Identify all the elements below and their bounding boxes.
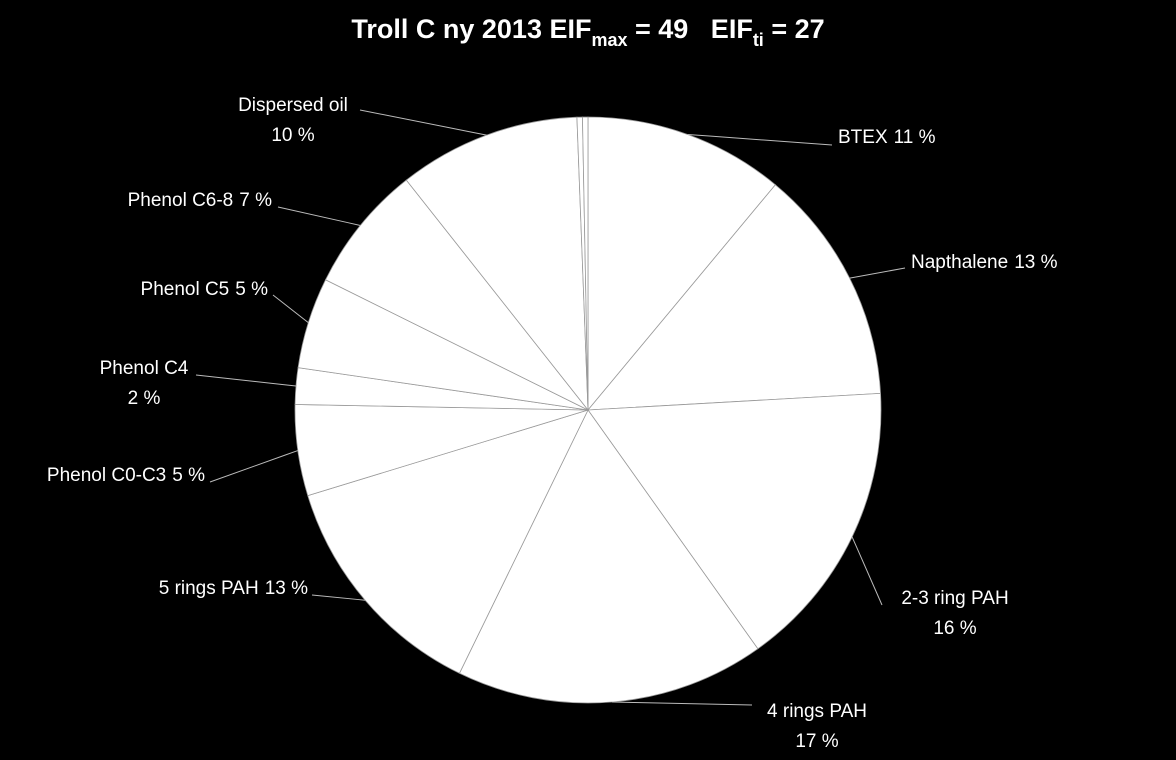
category-label: Napthalene	[911, 252, 1008, 273]
value-label: 7 %	[239, 190, 272, 211]
value-label: 5 %	[172, 465, 205, 486]
title-part: = 49 EIF	[628, 14, 753, 44]
category-label: Phenol C5	[141, 279, 230, 300]
data-label: 2-3 ring PAH 16 %	[901, 588, 1008, 639]
data-label: Phenol C5 5 %	[141, 279, 269, 300]
value-label: 2 %	[128, 388, 161, 409]
leader-line	[359, 109, 487, 136]
value-label: 13 %	[1014, 252, 1057, 273]
category-label: Phenol C0-C3	[47, 465, 166, 486]
pie-slice	[587, 116, 776, 412]
category-label: 5 rings PAH	[159, 578, 259, 599]
value-label: 11 %	[894, 127, 936, 148]
value-label: 13 %	[265, 578, 308, 599]
leader-line	[272, 294, 309, 324]
data-label: Phenol C4 2 %	[100, 358, 189, 409]
category-label: Phenol C6-8	[128, 190, 234, 211]
leader-line	[687, 133, 833, 146]
pie-slice	[324, 179, 589, 411]
pie-slice	[458, 409, 759, 704]
data-label: Phenol C0-C3 5 %	[47, 465, 205, 486]
value-label: 5 %	[235, 279, 268, 300]
data-label: BTEX 11 %	[838, 127, 936, 148]
title-subscript: ti	[753, 30, 764, 50]
data-label: Phenol C6-8 7 %	[128, 190, 272, 211]
category-label: Phenol C4	[100, 358, 189, 379]
pie-slice	[307, 409, 589, 674]
chart-title: Troll C ny 2013 EIFmax = 49 EIFti = 27	[351, 14, 824, 50]
value-label: 17 %	[795, 731, 838, 752]
pie-slice	[587, 392, 882, 650]
leader-line	[611, 701, 753, 706]
category-label: BTEX	[838, 127, 888, 148]
leader-line	[277, 206, 361, 226]
title-part: Troll C ny 2013 EIF	[351, 14, 591, 44]
pie-slice	[587, 184, 881, 411]
category-label: 2-3 ring PAH	[901, 588, 1008, 609]
data-label: Dispersed oil 10 %	[238, 95, 348, 146]
pie-slice	[582, 116, 589, 411]
title-subscript: max	[591, 30, 627, 50]
title-part: = 27	[764, 14, 825, 44]
leader-line	[209, 450, 298, 483]
category-label: Dispersed oil	[238, 95, 348, 116]
value-label: 16 %	[933, 618, 976, 639]
value-label: 10 %	[271, 125, 314, 146]
leader-line	[195, 374, 297, 387]
data-label: 5 rings PAH 13 %	[159, 578, 308, 599]
data-label: 4 rings PAH 17 %	[767, 701, 867, 752]
leader-line	[851, 536, 883, 606]
category-label: 4 rings PAH	[767, 701, 867, 722]
leader-line	[311, 594, 366, 601]
leader-line	[849, 267, 906, 279]
data-label: Napthalene 13 %	[911, 252, 1058, 273]
pie-slice	[405, 116, 589, 412]
